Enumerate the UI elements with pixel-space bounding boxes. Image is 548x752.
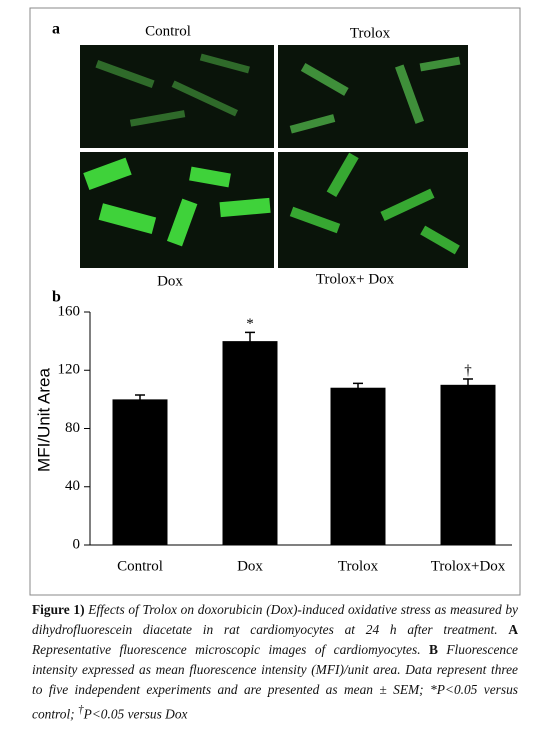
cells [95, 53, 250, 127]
bar [330, 387, 386, 545]
x-tick-label: Trolox [338, 558, 379, 574]
cell [289, 114, 336, 134]
error-bar [245, 331, 255, 350]
cell [289, 206, 341, 234]
y-tick-label: 80 [65, 420, 80, 436]
x-tick-label: Trolox+Dox [431, 558, 506, 574]
cell [326, 152, 359, 198]
caption-label: Figure 1) [32, 602, 85, 617]
significance-marker: * [246, 316, 254, 332]
figure: a Control Trolox Dox Trolox+ Dox [29, 7, 521, 596]
cell [95, 59, 155, 89]
y-tick-label: 120 [58, 362, 81, 378]
caption: Figure 1) Effects of Trolox on doxorubic… [32, 600, 518, 724]
bar [112, 399, 168, 545]
caption-text: A [508, 622, 518, 637]
cell [83, 157, 132, 190]
cell [129, 110, 186, 127]
cell [300, 63, 349, 96]
cell [219, 197, 271, 218]
caption-text: B [428, 642, 438, 657]
cell [171, 80, 238, 117]
cells [83, 157, 271, 247]
significance-marker: † [464, 362, 472, 378]
cell [189, 166, 231, 188]
micrograph [278, 152, 468, 268]
bar [222, 341, 278, 545]
cell [98, 203, 157, 234]
cells [289, 56, 461, 134]
error-bar [135, 394, 145, 404]
y-tick-label: 40 [65, 478, 80, 494]
y-axis-title: MFI/Unit Area [34, 367, 53, 471]
x-tick-label: Control [117, 558, 163, 574]
y-tick-label: 160 [58, 303, 81, 319]
cell [420, 225, 460, 255]
panel-label: a [52, 21, 60, 38]
cell [419, 56, 461, 72]
error-bar [353, 382, 363, 393]
cells [289, 152, 460, 255]
image-label: Dox [157, 273, 183, 289]
caption-text: Representative fluorescence microscopic … [32, 642, 421, 657]
cell [199, 53, 250, 74]
micrograph [80, 45, 274, 148]
caption-text: P<0.05 versus Dox [83, 706, 188, 722]
cell [166, 198, 198, 247]
image-label: Control [145, 23, 191, 39]
bar [440, 384, 496, 545]
caption-text: Fluorescence intensity expressed as mean… [32, 642, 518, 722]
panel-label: b [52, 289, 61, 306]
micrographs [80, 45, 468, 268]
caption-text: † [78, 704, 84, 716]
cell [380, 188, 435, 221]
image-label: Trolox [350, 25, 391, 41]
figure-frame [29, 7, 521, 596]
y-tick-label: 0 [73, 536, 81, 552]
x-tick-label: Dox [237, 558, 263, 574]
error-bar [463, 378, 473, 391]
image-label: Trolox+ Dox [316, 271, 395, 287]
cell [395, 64, 425, 124]
caption-text: Effects of Trolox on doxorubicin (Dox)-i… [32, 602, 518, 637]
